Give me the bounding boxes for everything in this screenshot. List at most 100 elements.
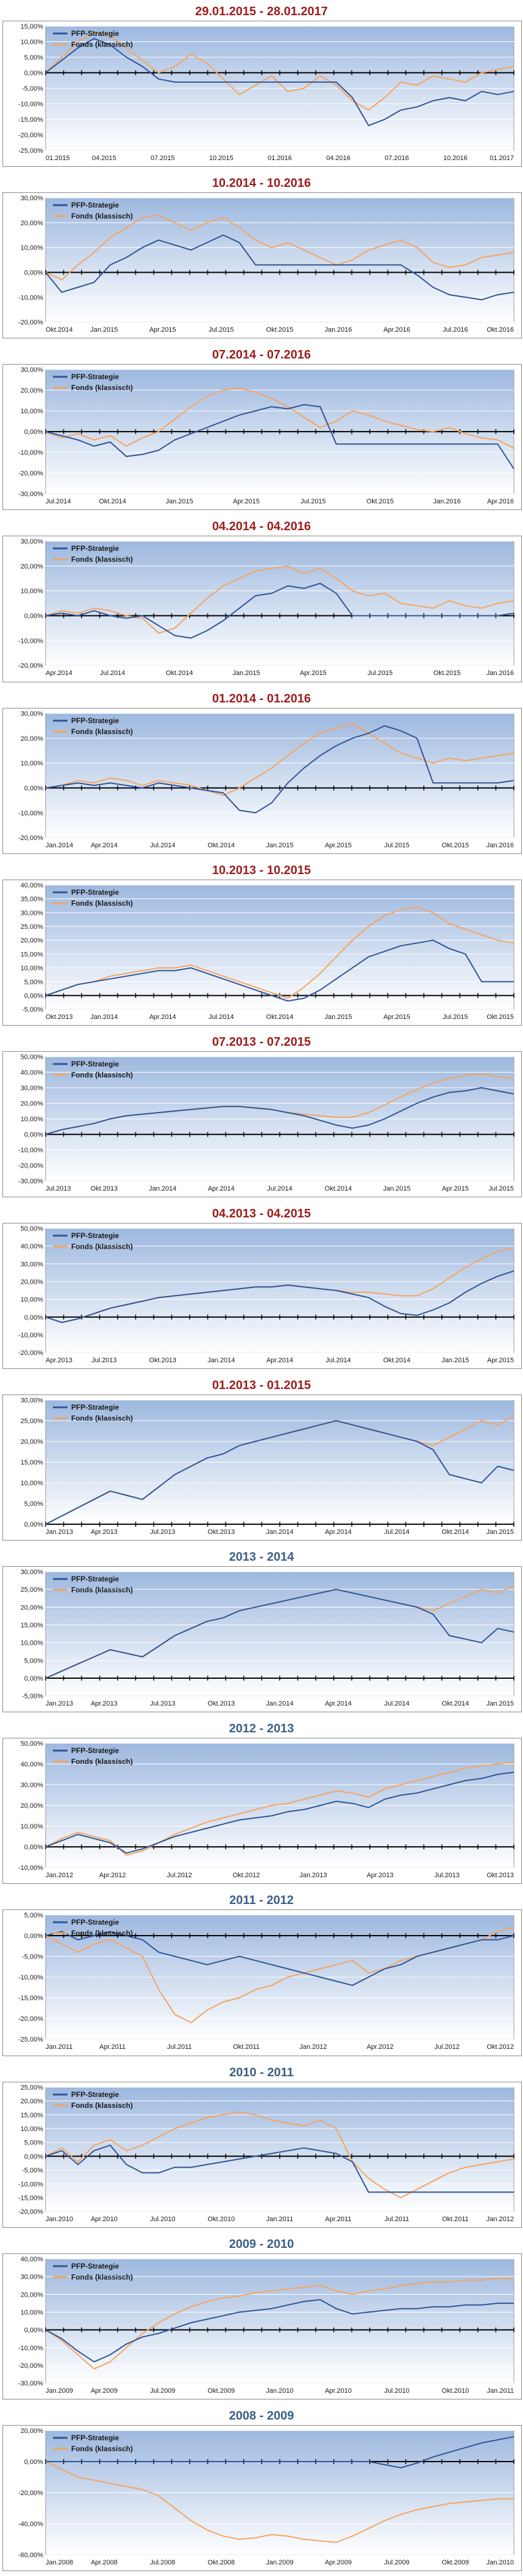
x-tick-label: Okt.2014: [99, 498, 126, 505]
x-tick-label: Jul.2014: [46, 498, 71, 505]
y-tick-label: 50,00%: [21, 1225, 44, 1233]
chart-frame: 50,00% 40,00% 30,00% 20,00% 10,00% 0,00% -10,0…: [2, 1738, 522, 1885]
y-tick-label: 10,00%: [21, 245, 44, 252]
y-tick-label: 15,00%: [21, 951, 44, 958]
series-line-pfp-strategie: [45, 2144, 514, 2193]
y-tick-label: 30,00%: [21, 1085, 44, 1092]
legend-label: PFP-Strategie: [71, 2262, 119, 2270]
legend-label: PFP-Strategie: [71, 2090, 119, 2099]
x-tick-label: Jul.2012: [167, 1872, 192, 1879]
x-tick-label: Apr.2015: [233, 498, 260, 505]
line-chart: 30,00% 20,00% 10,00% 0,00% -10,00% -20,00% -30…: [18, 366, 514, 505]
y-tick-label: 10,00%: [21, 1297, 44, 1304]
y-tick-label: -30,00%: [18, 491, 43, 498]
y-tick-label: 20,00%: [21, 387, 44, 394]
y-tick-label: -5,00%: [22, 85, 43, 93]
y-tick-label: 20,00%: [21, 2098, 44, 2105]
line-chart: 15,00% 10,00% 5,00% 0,00% -5,00% -10,00% -15,0…: [18, 23, 514, 162]
y-tick-label: -25,00%: [18, 2037, 43, 2044]
y-tick-label: 10,00%: [21, 2309, 44, 2316]
x-tick-label: Jul.2014: [384, 1528, 410, 1536]
chart-frame: 25,00% 20,00% 15,00% 10,00% 5,00% 0,00% -5,00%…: [2, 2081, 522, 2228]
x-tick-label: Jul.2014: [100, 670, 125, 677]
chart-title: 10.2014 - 10.2016: [212, 177, 311, 191]
legend: PFP-Strategie Fonds (klassisch): [53, 1060, 133, 1079]
chart-panel: 10.2014 - 10.2016 30,00% 20,00% 10,00% 0,00%…: [0, 172, 523, 343]
x-tick-label: Jul.2009: [384, 2559, 410, 2566]
y-tick-label: -20,00%: [18, 663, 43, 670]
series-line-fonds: [45, 2111, 514, 2199]
x-tick-label: Jan.2016: [433, 498, 460, 505]
legend-label: PFP-Strategie: [71, 888, 119, 897]
y-tick-label: -15,00%: [18, 116, 43, 124]
x-tick-label: Jan.2010: [487, 2559, 514, 2566]
y-tick-label: 15,00%: [21, 2112, 44, 2119]
series-line-fonds: [45, 1761, 514, 1857]
x-tick-label: Jul.2010: [384, 2387, 410, 2395]
x-tick-label: Okt.2013: [149, 1357, 176, 1364]
x-tick-label: Apr.2015: [487, 1357, 514, 1364]
y-tick-label: 20,00%: [21, 2291, 44, 2298]
x-tick-label: Jul.2015: [443, 1013, 468, 1021]
chart-panel: 2011 - 2012 5,00% 0,00% -5,00% -10,00% -15,00…: [0, 1889, 523, 2060]
line-chart: 50,00% 40,00% 30,00% 20,00% 10,00% 0,00% -10,0…: [18, 1225, 514, 1364]
y-tick-label: 40,00%: [21, 1243, 44, 1250]
y-tick-label: 20,00%: [21, 1278, 44, 1286]
x-tick-label: Okt.2015: [487, 1013, 514, 1021]
x-tick-label: Apr.2014: [325, 1700, 352, 1707]
x-tick-label: Jan.2013: [46, 1700, 73, 1707]
y-tick-label: -20,00%: [18, 2490, 43, 2497]
x-tick-label: Jan.2016: [487, 842, 514, 849]
y-tick-label: -10,00%: [18, 810, 43, 817]
x-tick-label: Apr.2013: [46, 1357, 72, 1364]
x-tick-label: Jan.2014: [207, 1357, 235, 1364]
y-tick-label: 0,00%: [24, 785, 43, 792]
y-tick-label: -20,00%: [18, 319, 43, 326]
series-line-pfp-strategie: [45, 939, 514, 1002]
x-tick-label: Okt.2013: [207, 1528, 235, 1536]
y-tick-label: -20,00%: [18, 835, 43, 842]
y-tick-label: -60,00%: [18, 2552, 43, 2559]
x-tick-label: Apr.2016: [383, 326, 410, 334]
chart-panel: 07.2013 - 07.2015 50,00% 40,00% 30,00% 20,00…: [0, 1031, 523, 1202]
y-tick-label: 5,00%: [24, 978, 43, 985]
legend-label: Fonds (klassisch): [71, 899, 133, 908]
x-tick-label: Apr.2014: [91, 842, 117, 849]
x-tick-label: Okt.2014: [442, 1700, 469, 1707]
y-tick-label: 40,00%: [21, 1761, 44, 1768]
chart-frame: 30,00% 20,00% 10,00% 0,00% -10,00% -20,00% Apr…: [2, 536, 522, 682]
chart-title: 01.2013 - 01.2015: [212, 1379, 311, 1393]
legend: PFP-Strategie Fonds (klassisch): [53, 888, 133, 908]
x-tick-label: Jan.2015: [487, 1700, 514, 1707]
x-tick-label: 04.2016: [326, 155, 350, 162]
x-tick-label: Okt.2015: [266, 326, 294, 334]
x-tick-label: 01.2016: [268, 155, 292, 162]
series-line-fonds: [45, 214, 514, 281]
x-tick-label: Jul.2014: [267, 1185, 293, 1192]
y-tick-label: 0,00%: [24, 70, 43, 77]
line-chart: 5,00% 0,00% -5,00% -10,00% -15,00% -20,00% -25…: [18, 1912, 514, 2051]
x-tick-label: Apr.2014: [149, 1013, 176, 1021]
x-tick-label: Jul.2014: [384, 1700, 410, 1707]
chart-frame: 30,00% 20,00% 10,00% 0,00% -10,00% -20,00% -30…: [2, 364, 522, 511]
chart-frame: 50,00% 40,00% 30,00% 20,00% 10,00% 0,00% -10,0…: [2, 1051, 522, 1197]
chart-panel: 07.2014 - 07.2016 30,00% 20,00% 10,00% 0,00%…: [0, 343, 523, 515]
series-line-pfp-strategie: [45, 234, 514, 301]
y-tick-label: 30,00%: [21, 1261, 44, 1268]
x-tick-label: Okt.2012: [233, 1872, 260, 1879]
y-tick-label: -10,00%: [18, 2345, 43, 2352]
x-tick-label: Okt.2011: [233, 2044, 260, 2051]
y-tick-label: 5,00%: [24, 1912, 43, 1919]
x-tick-label: Apr.2009: [91, 2387, 117, 2395]
x-tick-label: Okt.2013: [46, 1013, 73, 1021]
y-tick-label: 0,00%: [24, 429, 43, 436]
x-tick-label: Jul.2011: [167, 2044, 192, 2051]
plot-area: [45, 1228, 514, 1353]
legend-label: Fonds (klassisch): [71, 40, 133, 49]
line-chart: 30,00% 25,00% 20,00% 15,00% 10,00% 5,00% 0,00%…: [21, 1569, 514, 1707]
legend-label: Fonds (klassisch): [71, 1757, 133, 1766]
y-tick-label: 10,00%: [21, 408, 44, 415]
y-tick-label: 35,00%: [21, 895, 44, 903]
x-tick-label: Apr.2014: [208, 1185, 235, 1192]
legend-label: PFP-Strategie: [71, 1403, 119, 1412]
